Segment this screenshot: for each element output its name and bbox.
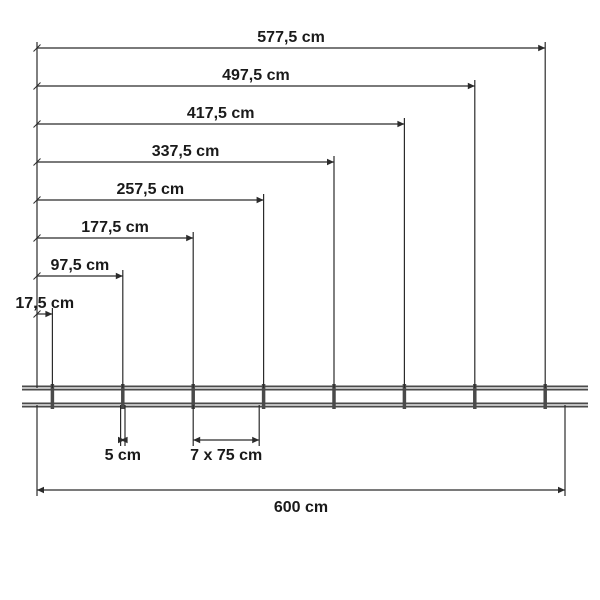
dimension-label: 497,5 cm bbox=[222, 67, 290, 84]
cumulative-dimensions: 577,5 cm 497,5 cm 417,5 cm 337,5 cm 257,5 cm… bbox=[15, 29, 545, 388]
dimension-label: 337,5 cm bbox=[152, 143, 220, 160]
dimension-label-bay-spacing: 7 x 75 cm bbox=[190, 447, 262, 464]
lower-dimensions: 5 cm 7 x 75 cm bbox=[105, 405, 263, 464]
dimension-diagram: 577,5 cm 497,5 cm 417,5 cm 337,5 cm 257,5 cm… bbox=[0, 0, 600, 600]
dimension-label: 177,5 cm bbox=[81, 219, 149, 236]
rail-assembly bbox=[22, 384, 588, 409]
dimension-label-post-width: 5 cm bbox=[105, 447, 141, 464]
dimension-label: 17,5 cm bbox=[15, 295, 74, 312]
dimension-label: 417,5 cm bbox=[187, 105, 255, 122]
dimension-label: 577,5 cm bbox=[257, 29, 325, 46]
dimension-label-total: 600 cm bbox=[274, 499, 328, 516]
dimension-label: 257,5 cm bbox=[116, 181, 184, 198]
dimension-label: 97,5 cm bbox=[51, 257, 110, 274]
